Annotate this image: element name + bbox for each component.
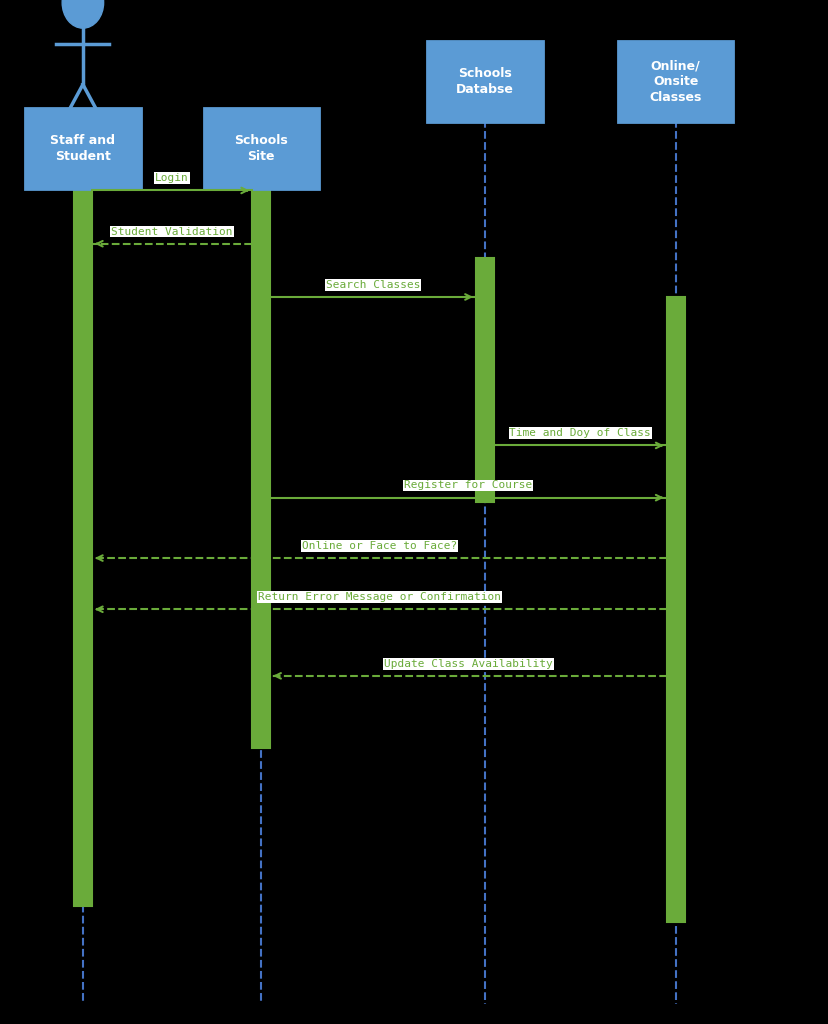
Text: Schools
Databse: Schools Databse: [455, 68, 513, 96]
Text: Return Error Message or Confirmation: Return Error Message or Confirmation: [258, 592, 500, 602]
FancyBboxPatch shape: [427, 41, 542, 122]
Text: Update Class Availability: Update Class Availability: [383, 658, 552, 669]
Text: Schools
Site: Schools Site: [234, 134, 287, 163]
Text: Online/
Onsite
Classes: Online/ Onsite Classes: [648, 59, 701, 104]
Text: Staff and
Student: Staff and Student: [51, 134, 115, 163]
Text: Time and Doy of Class: Time and Doy of Class: [509, 428, 650, 438]
Text: Student Validation: Student Validation: [111, 226, 233, 237]
Circle shape: [62, 0, 104, 29]
Text: Login: Login: [155, 173, 189, 183]
FancyBboxPatch shape: [617, 41, 732, 122]
Text: Register for Course: Register for Course: [404, 480, 532, 490]
FancyBboxPatch shape: [252, 186, 270, 748]
Text: Online or Face to Face?: Online or Face to Face?: [301, 541, 456, 551]
FancyBboxPatch shape: [74, 186, 92, 906]
FancyBboxPatch shape: [475, 258, 493, 502]
FancyBboxPatch shape: [666, 297, 684, 922]
FancyBboxPatch shape: [25, 109, 141, 188]
Text: Search Classes: Search Classes: [325, 280, 420, 290]
FancyBboxPatch shape: [204, 109, 318, 188]
